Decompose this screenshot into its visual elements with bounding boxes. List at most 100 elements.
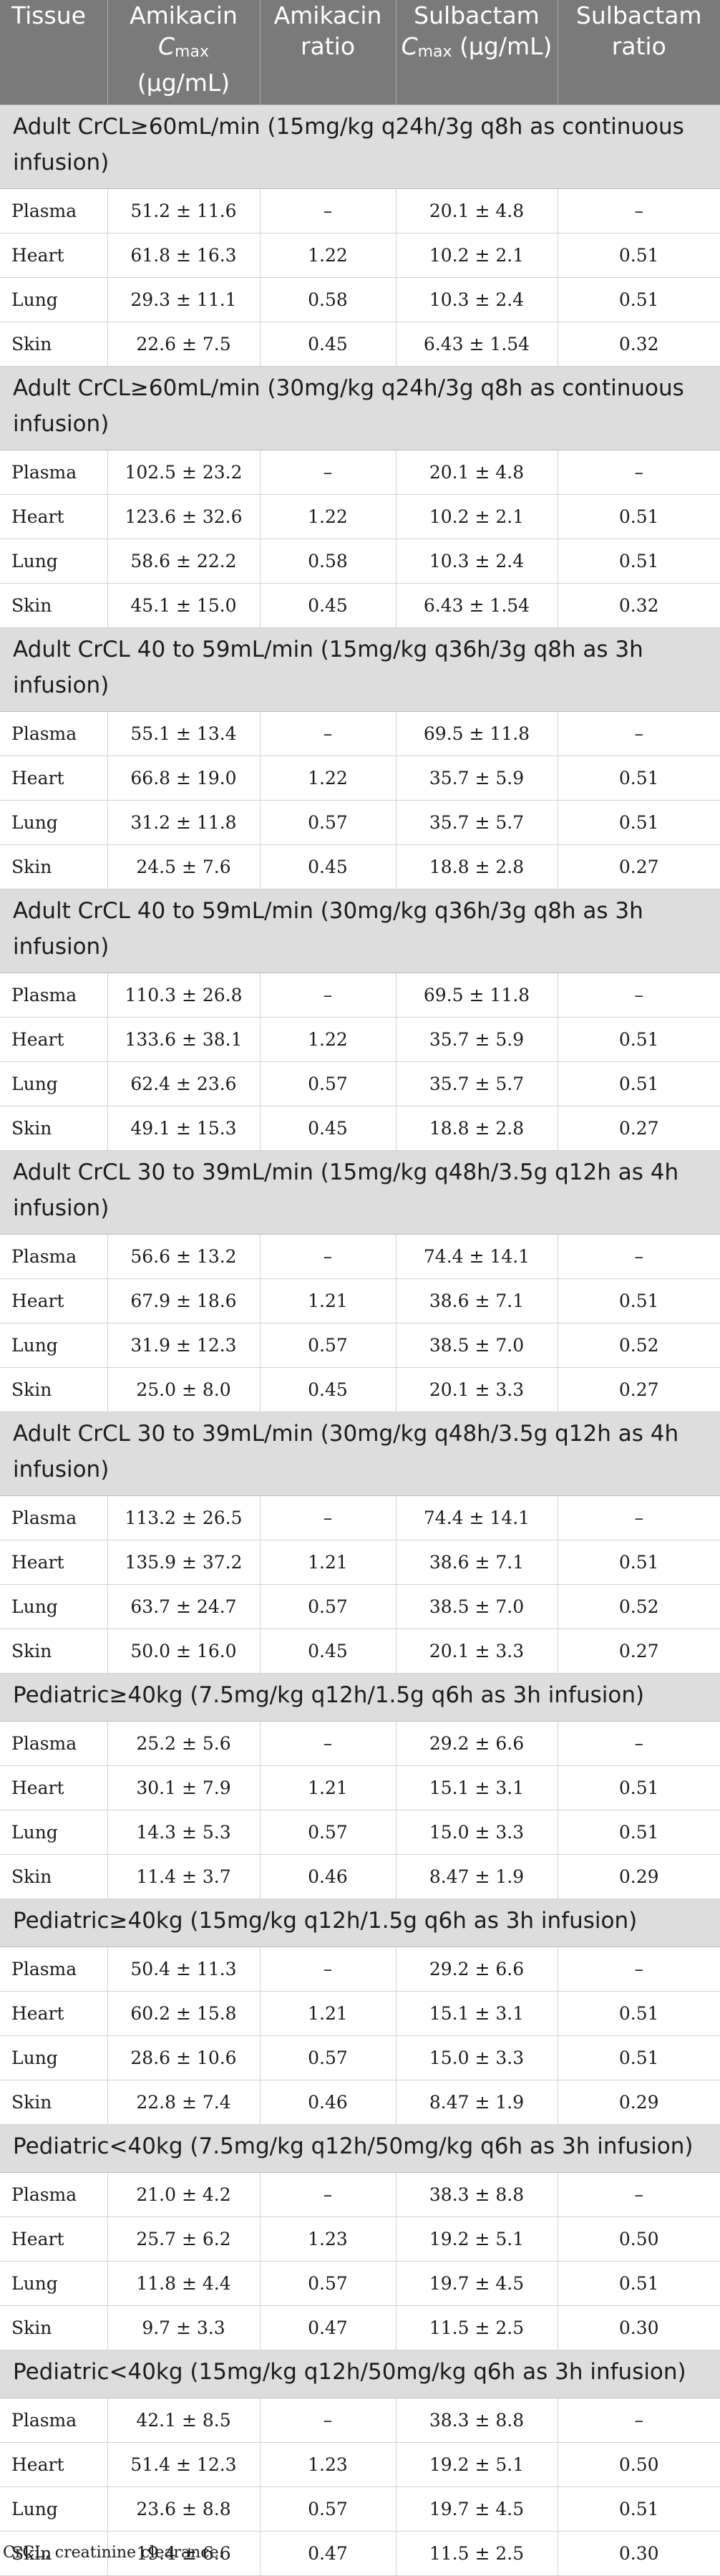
cell-amikacin-cmax: 66.8 ± 19.0 [107,756,261,801]
cell-sulbactam-ratio: 0.27 [558,1629,720,1674]
cell-sulbactam-cmax: 29.2 ± 6.6 [396,1947,558,1992]
cell-amikacin-cmax: 49.1 ± 15.3 [107,1106,261,1151]
table-row: Plasma 110.3 ± 26.8–69.5 ± 11.8– [0,973,720,1018]
cell-amikacin-ratio: 0.57 [260,1323,397,1368]
cell-sulbactam-ratio: – [558,188,720,233]
cell-tissue: Plasma [0,450,108,495]
cell-amikacin-ratio: 0.57 [260,2261,397,2306]
cell-tissue: Lung [0,800,108,845]
cell-tissue: Lung [0,1323,108,1368]
table-row: Heart 61.8 ± 16.3 1.22 10.2 ± 2.1 0.51 [0,233,720,278]
cell-sulbactam-cmax: 69.5 ± 11.8 [396,711,558,756]
cell-sulbactam-cmax: 15.0 ± 3.3 [396,1810,558,1855]
footnote: CrCL, creatinine clearance. [3,2544,224,2562]
header-tissue: Tissue [0,0,108,105]
cell-amikacin-ratio: 0.45 [260,583,397,628]
section-row: Adult CrCL 40 to 59mL/min (30mg/kg q36h/… [0,888,720,973]
cell-amikacin-ratio: 0.45 [260,1106,397,1151]
cell-tissue: Plasma [0,973,108,1018]
header-sulbactam-cmax: Sulbactam Cmax (µg/mL) [396,0,558,105]
section-title: Adult CrCL 30 to 39mL/min (15mg/kg q48h/… [0,1149,720,1235]
cell-sulbactam-ratio: 0.51 [558,756,720,801]
cell-sulbactam-ratio: 0.51 [558,1810,720,1855]
cell-sulbactam-ratio: 0.51 [558,1991,720,2036]
cell-tissue: Heart [0,1991,108,2036]
cell-amikacin-ratio: 0.58 [260,539,397,584]
table-row: Plasma 55.1 ± 13.4–69.5 ± 11.8– [0,711,720,756]
cell-sulbactam-ratio: 0.30 [558,2305,720,2350]
cell-amikacin-cmax: 25.7 ± 6.2 [107,2216,261,2262]
cell-amikacin-ratio: – [260,450,397,495]
cell-tissue: Heart [0,1017,108,1062]
table-row: Lung 11.8 ± 4.4 0.57 19.7 ± 4.5 0.51 [0,2261,720,2306]
cell-amikacin-ratio: – [260,1947,397,1992]
cell-amikacin-ratio: 1.21 [260,1991,397,2036]
cell-amikacin-cmax: 31.2 ± 11.8 [107,800,261,845]
cell-tissue: Skin [0,2080,108,2125]
section-row: Adult CrCL 30 to 39mL/min (15mg/kg q48h/… [0,1149,720,1235]
cell-sulbactam-cmax: 35.7 ± 5.7 [396,1061,558,1106]
cell-amikacin-cmax: 51.4 ± 12.3 [107,2442,261,2487]
cell-amikacin-cmax: 24.5 ± 7.6 [107,844,261,889]
cell-tissue: Plasma [0,188,108,233]
cell-sulbactam-ratio: 0.51 [558,539,720,584]
section-title: Pediatric≥40kg (7.5mg/kg q12h/1.5g q6h a… [0,1672,720,1722]
cell-sulbactam-ratio: – [558,711,720,756]
cell-sulbactam-ratio: 0.51 [558,1765,720,1810]
cell-amikacin-cmax: 55.1 ± 13.4 [107,711,261,756]
cell-sulbactam-cmax: 8.47 ± 1.9 [396,1854,558,1899]
cell-amikacin-ratio: 0.45 [260,1367,397,1412]
cell-sulbactam-ratio: 0.51 [558,2261,720,2306]
cell-amikacin-cmax: 45.1 ± 15.0 [107,583,261,628]
table-row: Plasma 21.0 ± 4.2–38.3 ± 8.8– [0,2172,720,2217]
section-row: Adult CrCL 40 to 59mL/min (15mg/kg q36h/… [0,627,720,712]
cell-sulbactam-ratio: 0.27 [558,1106,720,1151]
cell-sulbactam-cmax: 10.2 ± 2.1 [396,233,558,278]
cell-tissue: Skin [0,322,108,367]
cell-amikacin-cmax: 14.3 ± 5.3 [107,1810,261,1855]
cell-sulbactam-cmax: 10.3 ± 2.4 [396,277,558,322]
cell-amikacin-cmax: 50.0 ± 16.0 [107,1629,261,1674]
cell-tissue: Skin [0,1367,108,1412]
cell-sulbactam-cmax: 20.1 ± 4.8 [396,188,558,233]
cell-amikacin-cmax: 62.4 ± 23.6 [107,1061,261,1106]
cell-amikacin-ratio: – [260,711,397,756]
table-row: Heart 123.6 ± 32.6 1.22 10.2 ± 2.1 0.51 [0,494,720,539]
cell-amikacin-ratio: 0.46 [260,2080,397,2125]
cell-amikacin-cmax: 50.4 ± 11.3 [107,1947,261,1992]
table-row: Heart 60.2 ± 15.8 1.21 15.1 ± 3.1 0.51 [0,1991,720,2036]
cell-sulbactam-cmax: 74.4 ± 14.1 [396,1495,558,1540]
cell-tissue: Skin [0,2305,108,2350]
cell-amikacin-cmax: 67.9 ± 18.6 [107,1278,261,1323]
header-sulbactam-cmax-drug: Sulbactam [414,1,540,29]
section-title: Adult CrCL≥60mL/min (30mg/kg q24h/3g q8h… [0,365,720,450]
cell-amikacin-ratio: 0.58 [260,277,397,322]
header-sulbactam-cmax-c: C [401,32,418,60]
cell-sulbactam-ratio: 0.51 [558,1061,720,1106]
table-row: Lung 28.6 ± 10.6 0.57 15.0 ± 3.3 0.51 [0,2035,720,2080]
cell-amikacin-ratio: 0.57 [260,800,397,845]
cell-sulbactam-ratio: 0.30 [558,2531,720,2576]
section-row: Adult CrCL 30 to 39mL/min (30mg/kg q48h/… [0,1411,720,1496]
cell-amikacin-ratio: 1.22 [260,233,397,278]
cell-amikacin-cmax: 22.6 ± 7.5 [107,322,261,367]
cell-tissue: Heart [0,1540,108,1585]
table-row: Heart 51.4 ± 12.3 1.23 19.2 ± 5.1 0.50 [0,2442,720,2487]
cell-tissue: Plasma [0,2172,108,2217]
cell-amikacin-cmax: 60.2 ± 15.8 [107,1991,261,2036]
cell-amikacin-ratio: 0.45 [260,322,397,367]
cell-tissue: Plasma [0,1234,108,1279]
cell-sulbactam-cmax: 38.5 ± 7.0 [396,1584,558,1629]
table-row: Lung 14.3 ± 5.3 0.57 15.0 ± 3.3 0.51 [0,1810,720,1855]
cell-sulbactam-cmax: 38.3 ± 8.8 [396,2172,558,2217]
cell-tissue: Heart [0,494,108,539]
cell-amikacin-cmax: 123.6 ± 32.6 [107,494,261,539]
table-row: Skin 22.8 ± 7.4 0.46 8.47 ± 1.9 0.29 [0,2080,720,2125]
table-row: Skin 11.4 ± 3.7 0.46 8.47 ± 1.9 0.29 [0,1854,720,1899]
cell-sulbactam-ratio: 0.51 [558,1017,720,1062]
cell-sulbactam-ratio: 0.51 [558,494,720,539]
cell-amikacin-cmax: 51.2 ± 11.6 [107,188,261,233]
cell-amikacin-cmax: 133.6 ± 38.1 [107,1017,261,1062]
cell-amikacin-cmax: 25.0 ± 8.0 [107,1367,261,1412]
cell-amikacin-ratio: 1.22 [260,494,397,539]
